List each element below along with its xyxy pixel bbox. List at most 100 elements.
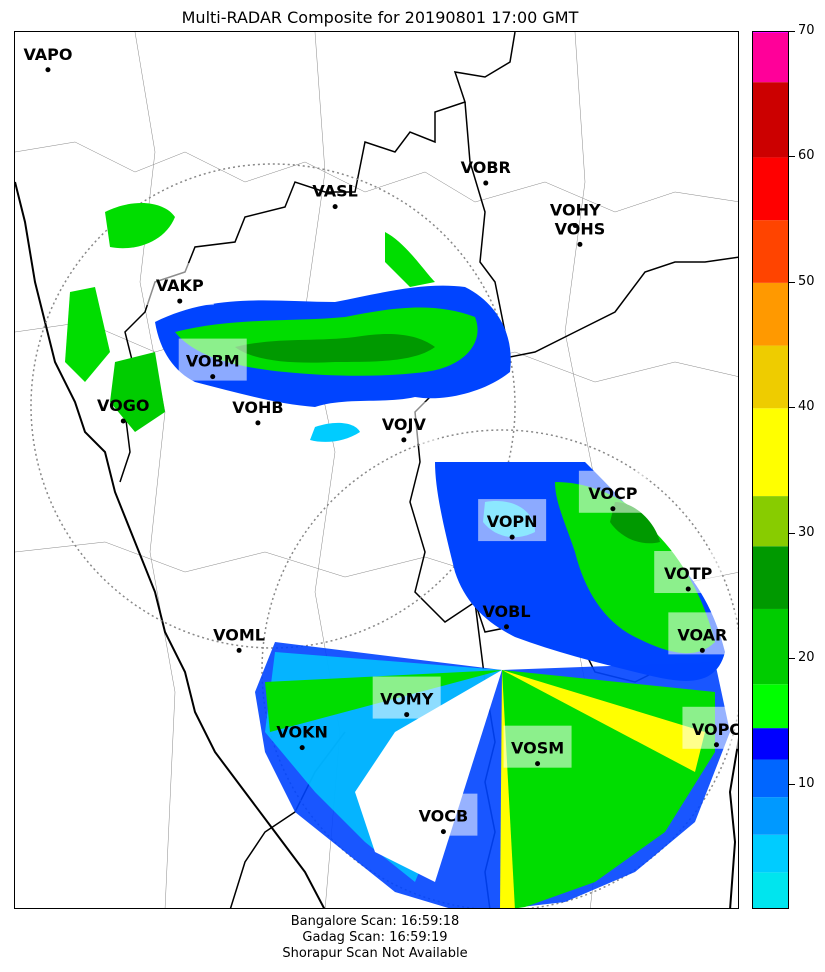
station-label: VOHY xyxy=(550,201,601,220)
station-label: VOBR xyxy=(461,158,511,177)
colorbar-tick xyxy=(789,532,795,534)
colorbar-tick-label: 10 xyxy=(798,775,815,791)
scan-info: Bangalore Scan: 16:59:18 Gadag Scan: 16:… xyxy=(0,914,750,962)
station-label: VAKP xyxy=(156,276,204,295)
station-dot xyxy=(332,204,338,210)
station-vobm: VOBM xyxy=(178,338,247,381)
map-title: Multi-RADAR Composite for 20190801 17:00… xyxy=(181,8,579,27)
station-label: VOBM xyxy=(186,352,240,371)
east-coastline xyxy=(728,737,738,908)
station-vokn: VOKN xyxy=(276,723,328,751)
bangalore-range-ring xyxy=(261,429,738,908)
colorbar-tick-label: 30 xyxy=(798,524,815,540)
station-vasl: VASL xyxy=(312,182,358,210)
station-label: VAPO xyxy=(23,45,72,64)
station-label-bg xyxy=(578,470,647,513)
colorbar-band xyxy=(753,157,788,221)
colorbar-band xyxy=(753,728,788,760)
colorbar-band xyxy=(753,32,788,33)
gadag-range-ring xyxy=(30,163,516,649)
station-vohs: VOHS xyxy=(555,219,606,247)
station-label: VOCB xyxy=(419,807,469,826)
station-label: VOAR xyxy=(677,625,727,644)
colorbar-band xyxy=(753,797,788,835)
station-dot xyxy=(577,241,583,247)
station-dot xyxy=(509,534,515,540)
station-label: VOCP xyxy=(588,484,637,503)
colorbar-tick-label: 20 xyxy=(798,650,815,666)
station-label-bg xyxy=(409,793,478,836)
colorbar-band xyxy=(753,496,788,547)
station-vobl: VOBL xyxy=(482,602,531,630)
station-votp: VOTP xyxy=(654,551,723,594)
station-label: VOGO xyxy=(97,396,149,415)
station-label-bg xyxy=(478,499,547,542)
station-label-bg xyxy=(145,263,214,306)
station-dot xyxy=(177,298,183,304)
station-label-bg xyxy=(372,676,441,719)
station-dot xyxy=(404,712,410,718)
colorbar-tick-label: 50 xyxy=(798,273,815,289)
station-vojv: VOJV xyxy=(369,401,438,444)
colorbar xyxy=(752,31,789,909)
station-vomy: VOMY xyxy=(372,676,441,719)
station-voml: VOML xyxy=(213,625,265,653)
station-dot xyxy=(255,420,261,426)
station-label: VOHB xyxy=(232,398,283,417)
colorbar-tick xyxy=(789,31,795,32)
bangalore-scan-time: Bangalore Scan: 16:59:18 xyxy=(290,914,460,929)
station-vopn: VOPN xyxy=(478,499,547,542)
colorbar-band xyxy=(753,546,788,609)
station-label-bg xyxy=(682,706,738,749)
reflectivity-echoes xyxy=(65,202,730,908)
station-vocp: VOCP xyxy=(578,470,647,513)
colorbar-band xyxy=(753,759,788,798)
colorbar-tick-label: 70 xyxy=(798,23,815,38)
station-vakp: VAKP xyxy=(145,263,214,306)
station-dot xyxy=(713,742,719,748)
station-label-bg xyxy=(369,401,438,444)
station-label: VOTP xyxy=(664,564,713,583)
station-label: VASL xyxy=(312,182,357,201)
station-label: VOHS xyxy=(555,219,606,238)
station-label: VOPC xyxy=(692,720,739,739)
colorbar-tick xyxy=(789,407,795,409)
station-dot xyxy=(610,506,616,512)
colorbar-tick-label: 40 xyxy=(798,399,815,415)
station-dot xyxy=(572,223,578,229)
station-vohy: VOHY xyxy=(550,201,601,229)
station-label-bg xyxy=(178,338,247,381)
gadag-scan-time: Gadag Scan: 16:59:19 xyxy=(302,930,448,945)
station-dot xyxy=(699,647,705,653)
station-vopc: VOPC xyxy=(682,706,739,749)
station-dot xyxy=(236,647,242,653)
station-dot xyxy=(120,418,126,424)
colorbar-tick xyxy=(789,281,795,283)
station-label-bg xyxy=(503,725,572,768)
colorbar-tick xyxy=(789,156,795,158)
station-voar: VOAR xyxy=(668,612,737,655)
station-label: VOPN xyxy=(487,512,538,531)
station-dot xyxy=(535,761,541,767)
colorbar-band xyxy=(753,408,788,497)
station-label-bg xyxy=(654,551,723,594)
colorbar-tick xyxy=(789,783,795,785)
station-dot xyxy=(210,374,216,380)
station-label: VOSM xyxy=(511,739,564,758)
station-dot xyxy=(483,180,489,186)
colorbar-band xyxy=(753,608,788,685)
station-label: VOJV xyxy=(382,415,427,434)
station-label: VOBL xyxy=(482,602,530,621)
shorapur-scan-status: Shorapur Scan Not Available xyxy=(282,946,468,961)
station-vocb: VOCB xyxy=(409,793,478,836)
colorbar-band xyxy=(753,282,788,346)
colorbar-band xyxy=(753,345,788,409)
colorbar-band xyxy=(753,32,788,83)
colorbar-band xyxy=(753,872,788,908)
station-vohb: VOHB xyxy=(232,398,284,426)
station-vosm: VOSM xyxy=(503,725,572,768)
coastline xyxy=(15,181,326,908)
station-label-bg xyxy=(668,612,737,655)
